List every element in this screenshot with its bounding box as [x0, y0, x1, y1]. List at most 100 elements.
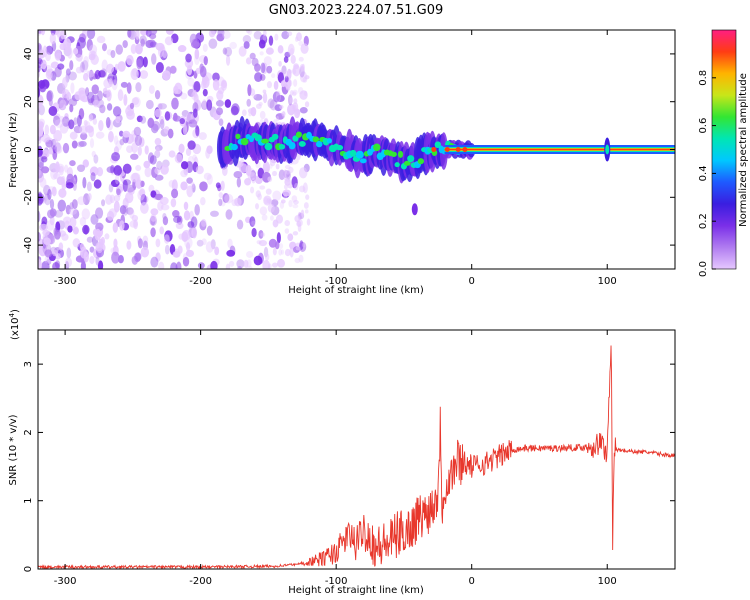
noise-speckle: [221, 165, 228, 177]
noise-speckle: [89, 246, 95, 253]
noise-speckle: [246, 265, 253, 269]
noise-speckle: [158, 103, 167, 110]
noise-speckle: [252, 93, 257, 99]
noise-speckle: [186, 185, 194, 198]
noise-speckle: [208, 38, 218, 49]
chart-title: GN03.2023.224.07.51.G09: [269, 3, 444, 18]
noise-speckle: [251, 177, 256, 184]
noise-speckle: [95, 207, 104, 219]
noise-speckle: [40, 166, 50, 174]
noise-speckle: [164, 111, 171, 121]
noise-speckle: [298, 40, 304, 47]
snr-frame: [37, 329, 676, 570]
noise-speckle: [262, 161, 270, 174]
noise-speckle: [130, 68, 139, 81]
noise-speckle: [205, 148, 211, 159]
spectrogram-y-axis-label: Frequency (Hz): [8, 112, 19, 188]
noise-speckle: [293, 199, 299, 205]
noise-speckle: [259, 185, 266, 190]
noise-speckle: [47, 188, 52, 201]
isolated-blob: [411, 203, 418, 216]
noise-speckle: [230, 105, 239, 116]
noise-speckle: [38, 128, 44, 137]
colorbar-tick-label: 0.0: [698, 261, 709, 277]
noise-speckle: [236, 259, 245, 269]
noise-speckle: [225, 209, 233, 220]
noise-speckle: [143, 160, 151, 169]
noise-speckle: [71, 140, 78, 149]
noise-speckle: [134, 252, 141, 263]
noise-speckle: [48, 105, 58, 117]
noise-speckle: [191, 226, 198, 239]
noise-speckle: [180, 161, 189, 170]
noise-speckle: [298, 56, 304, 62]
noise-speckle: [86, 181, 92, 192]
noise-speckle: [172, 209, 180, 218]
noise-speckle: [197, 262, 205, 269]
noise-speckle: [236, 219, 244, 230]
noise-speckle: [189, 33, 198, 45]
noise-speckle: [68, 208, 77, 215]
noise-speckle: [68, 119, 75, 130]
noise-speckle: [56, 163, 65, 173]
noise-speckle: [133, 126, 142, 137]
noise-speckle: [295, 246, 301, 251]
noise-speckle: [245, 164, 252, 176]
noise-speckle: [271, 73, 276, 79]
noise-speckle: [113, 135, 119, 145]
signal-core: [315, 140, 323, 148]
snr-scale-prefix: (x10: [10, 317, 21, 340]
noise-speckle: [203, 172, 212, 181]
signal-core: [235, 133, 241, 140]
noise-speckle: [273, 119, 277, 125]
snr-y-tick-label: 0: [23, 566, 34, 572]
noise-speckle: [76, 164, 86, 172]
noise-speckle: [122, 40, 128, 49]
noise-speckle: [49, 32, 56, 45]
noise-speckle: [305, 194, 310, 200]
noise-speckle: [285, 176, 291, 182]
noise-speckle: [284, 228, 290, 234]
noise-speckle: [216, 33, 225, 42]
noise-speckle: [263, 56, 272, 66]
noise-speckle: [272, 190, 282, 201]
noise-speckle: [258, 240, 268, 247]
noise-speckle: [259, 110, 266, 120]
noise-speckle: [279, 201, 285, 209]
noise-speckle: [108, 78, 113, 88]
noise-speckle: [268, 238, 278, 248]
noise-speckle: [275, 90, 281, 103]
noise-speckle: [38, 145, 43, 156]
noise-speckle: [144, 166, 152, 178]
noise-speckle: [246, 98, 252, 107]
noise-speckle: [292, 68, 297, 75]
colorbar-label: Normalized spectral amplitude: [738, 73, 749, 227]
noise-speckle: [288, 166, 294, 174]
noise-speckle: [135, 82, 142, 93]
noise-speckle: [170, 262, 178, 269]
spectrogram-x-axis-label: Height of straight line (km): [288, 285, 424, 296]
noise-speckle: [130, 153, 139, 160]
signal-core: [403, 160, 411, 166]
signal-core: [397, 150, 404, 158]
spectrogram-y-tick-label: 0: [23, 146, 34, 152]
noise-speckle: [260, 62, 266, 74]
noise-speckle: [123, 94, 128, 106]
noise-speckle: [53, 115, 61, 126]
noise-speckle: [226, 249, 236, 257]
signal-core: [312, 136, 320, 143]
snr-y-tick-label: 3: [23, 361, 34, 367]
noise-speckle: [77, 196, 86, 206]
noise-speckle: [94, 69, 101, 80]
noise-speckle: [77, 36, 86, 49]
noise-speckle: [154, 167, 161, 175]
noise-speckle: [44, 124, 50, 136]
noise-speckle: [89, 44, 98, 55]
noise-speckle: [266, 197, 271, 204]
noise-speckle: [68, 98, 78, 107]
noise-speckle: [38, 57, 43, 65]
noise-speckle: [136, 115, 143, 123]
noise-speckle: [246, 250, 254, 258]
noise-speckle: [74, 91, 82, 101]
